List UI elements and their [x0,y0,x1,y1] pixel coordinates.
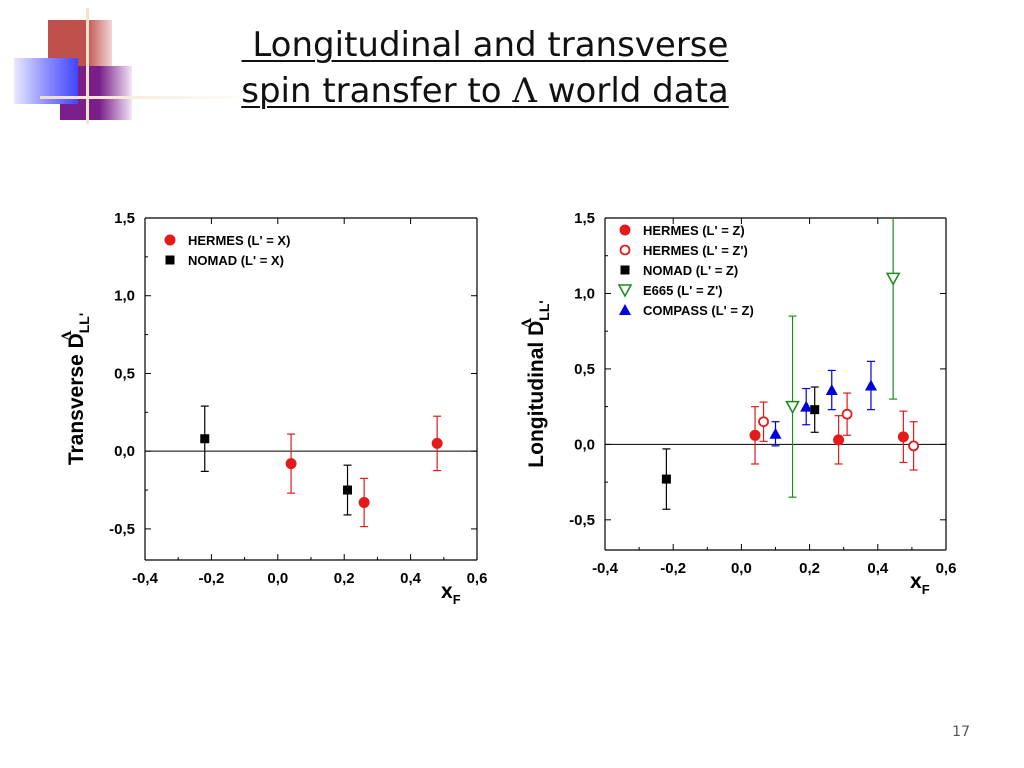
y-axis-label: Transverse DLL'Λ [60,313,92,465]
x-tick-label: 0,4 [400,570,422,587]
y-label-superscript: Λ [60,330,75,342]
data-point [358,496,370,508]
x-tick-label: 0,6 [467,570,488,587]
x-tick-label: 0,2 [799,560,820,577]
data-point [749,429,761,441]
decor-vertical-line [86,8,89,124]
data-point [343,485,353,495]
y-tick-label: -0,5 [109,521,135,538]
legend-label: HERMES (L' = Z) [643,223,745,238]
x-axis-label: xF [441,580,461,607]
legend: HERMES (L' = Z) HERMES (L' = Z') NOMAD (L'… [617,223,754,318]
y-tick-label: 0,5 [114,365,135,382]
x-label-text: x [441,580,453,603]
data-point [833,434,845,446]
legend-marker [619,304,631,315]
legend-marker [619,244,631,256]
decor-horizontal-line [40,96,260,99]
x-tick-label: 0,4 [867,560,889,577]
x-tick-label: 0,6 [936,560,957,577]
y-axis-label: Longitudinal DLL'Λ [520,300,552,467]
y-tick-label: 1,0 [114,288,135,305]
data-point [431,437,443,449]
legend-label: HERMES (L' = X) [188,233,290,248]
x-tick-label: -0,2 [660,560,686,577]
slide-title: Longitudinal and transverse spin transfe… [160,22,810,114]
y-tick-label: 1,0 [574,285,595,302]
data-point [200,434,210,444]
series-hermes-l-z- [758,392,920,471]
data-point [800,400,813,412]
title-line-2: spin transfer to Λ world data [241,68,729,114]
y-tick-label: 1,5 [114,210,135,227]
legend-marker [165,255,175,265]
data-point [825,384,838,396]
title-line-2-start: spin transfer to [241,71,513,111]
x-label-text: x [910,570,922,593]
legend-label: NOMAD (L' = Z) [643,263,738,278]
data-point [841,408,853,420]
y-tick-label: 0,0 [114,443,135,460]
series-hermes-l-x- [285,415,443,528]
x-tick-label: 0,2 [334,570,355,587]
data-point [769,427,782,439]
data-point [758,416,769,428]
page-number: 17 [952,724,970,740]
legend-label: E665 (L' = Z') [643,283,723,298]
data-point [885,272,901,287]
data-point [897,431,909,443]
y-label-superscript: Λ [520,317,535,329]
x-label-subscript: F [922,582,930,597]
y-tick-label: 0,5 [574,361,595,378]
chart-1: -0,4 -0,2 0,0 0,2 0,4 0,6 1,5 1,0 0,5 0,0 -0,5 Tran… [60,210,487,607]
data-point [661,474,671,484]
legend: HERMES (L' = X) NOMAD (L' = X) [164,233,290,268]
y-label-text: Longitudinal D [525,321,548,468]
y-tick-label: -0,5 [569,512,595,529]
x-tick-label: -0,2 [198,570,224,587]
chart-2: -0,4 -0,2 0,0 0,2 0,4 0,6 1,5 1,0 0,5 0,0 -0,5 Long… [520,210,956,597]
title-line-1: Longitudinal and transverse [241,25,729,65]
data-point [810,405,820,415]
legend-label: NOMAD (L' = X) [188,253,284,268]
data-point [785,400,800,415]
data-point [864,379,877,391]
series-nomad-l-z- [661,386,820,510]
series-nomad-l-x- [200,405,353,516]
x-tick-label: 0,0 [731,560,752,577]
y-tick-label: 0,0 [574,436,595,453]
lambda-symbol: Λ [512,71,537,111]
x-tick-label: -0,4 [132,570,159,587]
data-point [285,458,297,470]
series-hermes-l-z- [749,406,909,465]
y-label-subscript: LL' [536,300,552,320]
title-line-2-end: world data [536,71,729,111]
legend-marker [620,265,630,275]
x-label-subscript: F [453,592,461,607]
legend-marker [617,284,633,298]
series-e665-l-z- [785,218,901,498]
data-point [908,440,920,452]
y-label-text: Transverse D [65,333,88,465]
y-label-subscript: LL' [76,313,92,333]
y-tick-label: 1,5 [574,210,595,227]
legend-marker [164,234,176,246]
legend-marker [619,224,631,236]
legend-label: COMPASS (L' = Z) [643,303,754,318]
series-compass-l-z- [769,360,877,447]
x-axis-label: xF [910,570,930,597]
legend-label: HERMES (L' = Z') [643,243,748,258]
x-tick-label: 0,0 [267,570,288,587]
x-tick-label: -0,4 [592,560,619,577]
